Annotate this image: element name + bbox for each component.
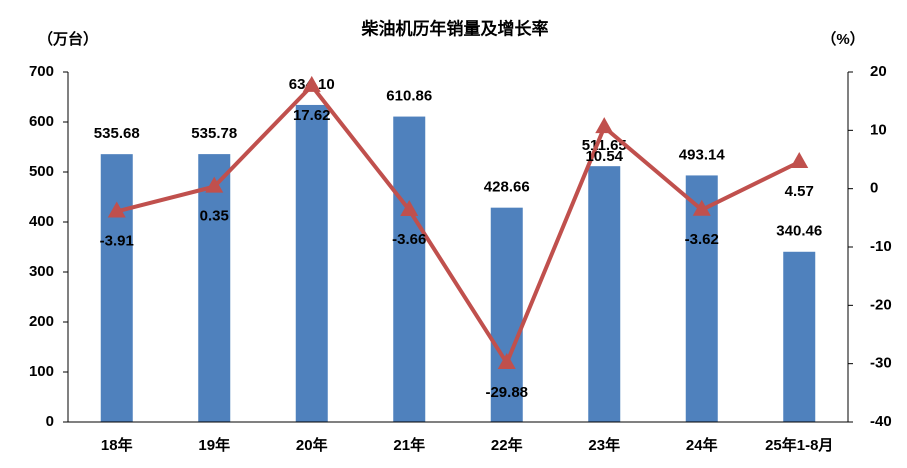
- y2-tick-label: -30: [870, 355, 892, 372]
- y2-tick-label: 20: [870, 63, 887, 80]
- y2-tick-label: 10: [870, 121, 887, 138]
- y-tick-label: 300: [29, 263, 54, 280]
- line-marker: [205, 176, 224, 193]
- y-tick-label: 700: [29, 63, 54, 80]
- line-value-label: 10.54: [585, 148, 623, 165]
- bar: [198, 154, 231, 423]
- line-value-label: 4.57: [785, 183, 814, 200]
- y-tick-label: 400: [29, 213, 54, 230]
- bar: [588, 166, 621, 422]
- y2-tick-label: -10: [870, 238, 892, 255]
- line-value-label: -3.62: [685, 231, 719, 248]
- x-tick-label: 20年: [296, 436, 328, 454]
- line-value-label: 17.62: [293, 107, 331, 124]
- line-marker: [400, 200, 419, 217]
- bar-value-label: 428.66: [484, 179, 530, 196]
- x-tick-label: 19年: [198, 436, 230, 454]
- y2-tick-label: 0: [870, 180, 878, 197]
- bar-value-label: 610.86: [386, 88, 432, 105]
- y-axis-label: （万台）: [38, 30, 98, 48]
- line-value-label: 0.35: [200, 208, 229, 225]
- y-tick-label: 0: [46, 413, 54, 430]
- line: [116, 83, 801, 365]
- bar: [783, 251, 816, 422]
- y2-axis-label: （%）: [821, 30, 864, 48]
- chart-title: 柴油机历年销量及增长率: [361, 18, 549, 38]
- bar: [490, 207, 523, 422]
- bar: [295, 104, 328, 422]
- bar-value-label: 493.14: [679, 146, 726, 163]
- line-value-label: -29.88: [485, 384, 528, 401]
- line-marker: [497, 352, 516, 369]
- y-tick-label: 100: [29, 363, 54, 380]
- line-value-label: -3.91: [100, 232, 134, 249]
- bar: [393, 116, 426, 422]
- y-tick-label: 200: [29, 313, 54, 330]
- y-tick-label: 600: [29, 113, 54, 130]
- y2-tick-label: -40: [870, 413, 892, 430]
- bar: [685, 175, 718, 422]
- x-tick-label: 22年: [491, 436, 523, 454]
- bar-value-label: 340.46: [776, 223, 822, 240]
- bar: [100, 154, 133, 422]
- x-tick-label: 24年: [686, 436, 718, 454]
- bar-value-label: 535.78: [191, 125, 237, 142]
- bar-value-label: 535.68: [94, 125, 140, 142]
- line-marker: [107, 201, 126, 218]
- x-tick-label: 18年: [101, 436, 133, 454]
- x-tick-label: 23年: [588, 436, 620, 454]
- x-tick-label: 21年: [393, 436, 425, 454]
- line-marker: [692, 199, 711, 216]
- x-tick-label: 25年1-8月: [765, 436, 833, 454]
- line-marker: [302, 75, 321, 92]
- y-tick-label: 500: [29, 163, 54, 180]
- line-marker: [790, 152, 809, 169]
- y2-tick-label: -20: [870, 296, 892, 313]
- line-marker: [595, 117, 614, 134]
- line-value-label: -3.66: [392, 231, 426, 248]
